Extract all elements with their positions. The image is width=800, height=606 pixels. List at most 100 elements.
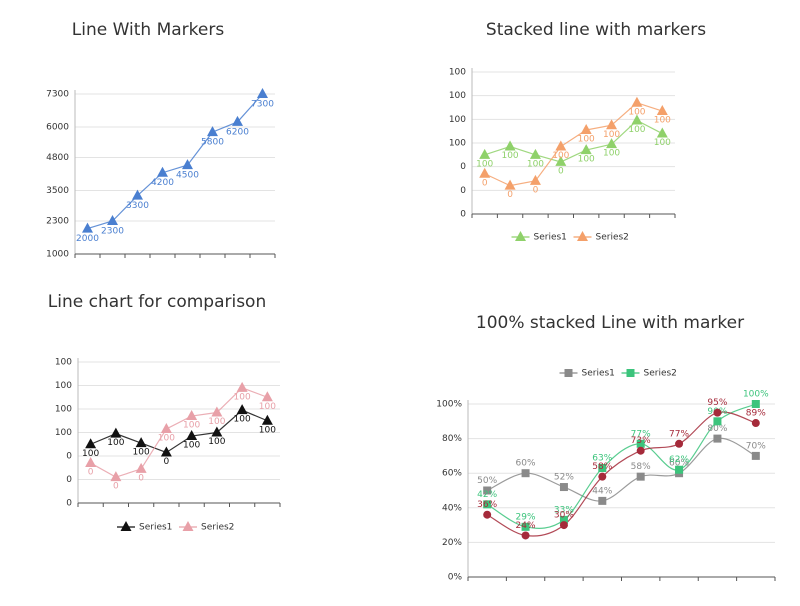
y-tick-label: 2300 — [46, 216, 69, 226]
data-label: 100 — [527, 159, 544, 169]
legend-label: Series1 — [139, 523, 172, 533]
data-label: 7300 — [251, 100, 274, 110]
data-label: 62% — [669, 455, 689, 465]
y-tick-label: 80% — [442, 434, 462, 444]
data-point — [559, 521, 568, 530]
legend-label: Series2 — [201, 523, 234, 533]
data-label: 2300 — [101, 226, 124, 236]
data-label: 80% — [707, 424, 727, 434]
y-tick-label: 1000 — [46, 250, 69, 260]
data-point — [580, 144, 592, 155]
data-point — [157, 166, 168, 177]
data-point — [529, 174, 541, 185]
data-point — [631, 96, 643, 107]
data-point — [504, 140, 516, 151]
data-label: 100 — [133, 448, 150, 458]
data-point — [598, 496, 607, 505]
data-point — [751, 400, 760, 408]
data-label: 100 — [183, 441, 200, 451]
data-point — [713, 434, 722, 443]
legend-marker — [564, 369, 573, 377]
data-point — [751, 451, 760, 460]
data-point — [636, 472, 645, 481]
y-tick-label: 0 — [66, 452, 72, 462]
data-point — [110, 471, 122, 482]
legend-label: Series1 — [582, 369, 615, 379]
data-label: 100 — [628, 125, 645, 135]
data-label: 58% — [631, 462, 651, 472]
y-tick-label: 20% — [442, 538, 462, 548]
data-label: 100 — [259, 402, 276, 412]
y-tick-label: 4800 — [46, 153, 69, 163]
y-tick-label: 0 — [460, 162, 466, 172]
chart-title: Line chart for comparison — [48, 292, 266, 312]
data-point — [675, 439, 684, 448]
data-label: 100 — [501, 151, 518, 161]
data-label: 100 — [107, 438, 124, 448]
data-point — [107, 214, 118, 225]
data-label: 95% — [707, 398, 727, 408]
data-label: 24% — [516, 521, 536, 531]
data-point — [713, 417, 722, 426]
data-point — [606, 119, 618, 130]
data-point — [606, 138, 618, 149]
y-tick-label: 0 — [66, 475, 72, 485]
legend-marker — [182, 521, 194, 531]
chart-title: Stacked line with markers — [486, 20, 706, 40]
data-point — [580, 123, 592, 134]
data-point — [656, 127, 668, 138]
data-point — [675, 465, 684, 474]
data-point — [132, 189, 143, 200]
data-label: 5800 — [201, 138, 224, 148]
data-point — [236, 381, 248, 392]
legend-label: Series2 — [644, 369, 677, 379]
data-point — [483, 486, 492, 495]
y-tick-label: 100% — [436, 400, 462, 410]
data-label: 0 — [113, 482, 119, 492]
legend-marker — [577, 231, 588, 241]
data-point — [182, 159, 193, 170]
data-label: 77% — [669, 429, 689, 439]
data-label: 100 — [208, 417, 225, 427]
series-line — [90, 387, 268, 478]
data-point — [479, 167, 491, 178]
data-point — [211, 406, 223, 417]
data-label: 100 — [183, 421, 200, 431]
data-label: 44% — [592, 486, 612, 496]
data-point — [160, 422, 172, 433]
data-label: 4200 — [151, 178, 174, 188]
data-label: 6200 — [226, 127, 249, 137]
y-tick-label: 0 — [66, 499, 72, 509]
data-label: 100 — [82, 449, 99, 459]
data-label: 60% — [669, 459, 689, 469]
data-label: 77% — [631, 429, 651, 439]
data-label: 0 — [533, 185, 539, 195]
data-label: 0 — [507, 190, 513, 200]
data-label: 0 — [482, 178, 488, 188]
data-point — [521, 531, 530, 540]
legend-marker — [120, 521, 132, 531]
data-point — [85, 457, 97, 468]
legend-label: Series1 — [534, 233, 567, 243]
y-tick-label: 7300 — [46, 90, 69, 100]
y-tick-label: 3500 — [46, 186, 69, 196]
data-point — [631, 114, 643, 125]
data-point — [85, 438, 97, 449]
legend-marker — [515, 231, 526, 241]
data-point — [636, 446, 645, 455]
data-point — [656, 105, 668, 116]
data-point — [135, 437, 147, 448]
data-point — [559, 515, 568, 524]
data-point — [483, 500, 492, 509]
data-label: 52% — [554, 473, 574, 483]
data-point — [598, 472, 607, 481]
data-point — [261, 391, 273, 402]
data-label: 60% — [516, 459, 536, 469]
data-label: 4500 — [176, 171, 199, 181]
y-tick-label: 100 — [449, 115, 466, 125]
data-label: 63% — [592, 454, 612, 464]
y-tick-label: 100 — [449, 139, 466, 149]
y-tick-label: 100 — [55, 428, 72, 438]
y-tick-label: 100 — [55, 358, 72, 368]
